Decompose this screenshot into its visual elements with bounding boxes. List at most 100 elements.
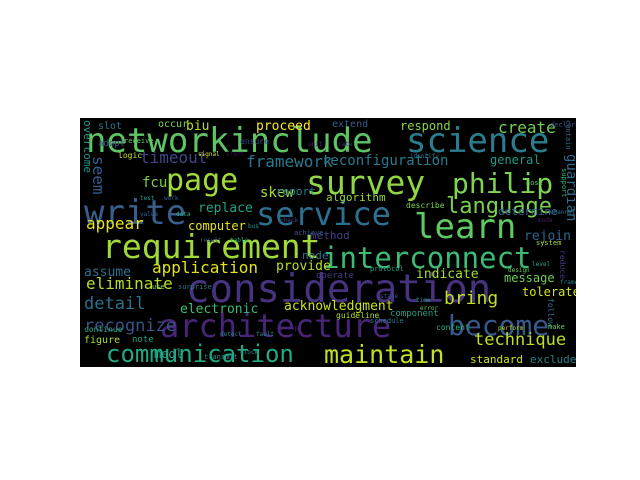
- word-detail: detail: [84, 294, 146, 314]
- word-surprise: surprise: [178, 283, 212, 291]
- word-rejoin: rejoin: [524, 229, 571, 244]
- word-host: host: [526, 179, 543, 187]
- word-operate: operate: [316, 271, 354, 281]
- word-ensure: ensure: [240, 137, 269, 146]
- word-appear: appear: [86, 214, 144, 233]
- word-schedule: schedule: [370, 317, 404, 325]
- word-science: science: [406, 121, 550, 161]
- word-contain: contain: [564, 120, 572, 150]
- word-bring: bring: [444, 288, 499, 309]
- word-adopt: adopt: [98, 139, 126, 149]
- word-general: general: [490, 153, 541, 167]
- word-timeout: timeout: [140, 148, 208, 167]
- word-message: message: [504, 271, 555, 285]
- word-work: work: [164, 195, 179, 202]
- word-time: time: [416, 297, 431, 304]
- word-learn: learn: [414, 207, 517, 247]
- word-reduce: reduce: [558, 250, 567, 279]
- word-consideration: consideration: [186, 267, 492, 312]
- word-replace: replace: [198, 201, 253, 216]
- word-application: application: [152, 258, 258, 277]
- word-signal: signal: [198, 151, 220, 158]
- word-level: level: [532, 261, 551, 268]
- word-provide: provide: [276, 259, 331, 274]
- word-medl: medl: [154, 347, 183, 361]
- word-report: report: [276, 185, 316, 198]
- word-respond: respond: [400, 119, 451, 133]
- word-determine: determine: [498, 205, 558, 218]
- word-unit: unit: [308, 141, 323, 148]
- word-use: use: [152, 283, 165, 291]
- word-system: system: [536, 239, 562, 247]
- word-seem: seem: [89, 156, 108, 195]
- word-page: page: [166, 163, 239, 198]
- word-achieve: achieve: [294, 229, 324, 237]
- word-language: language: [446, 194, 552, 219]
- word-write: write: [84, 193, 187, 233]
- word-eliminate: eliminate: [86, 274, 173, 293]
- word-create: create: [498, 118, 556, 137]
- word-proceed: proceed: [256, 119, 311, 134]
- word-mode: mode: [538, 217, 553, 224]
- word-note: note: [132, 335, 154, 345]
- word-assume: assume: [84, 265, 131, 280]
- word-cloud: networkinclude science survey page philip wri…: [80, 118, 576, 367]
- word-extend: extend: [332, 119, 369, 130]
- word-describe: describe: [406, 201, 445, 210]
- word-philip: philip: [452, 167, 554, 200]
- word-clock: clock: [240, 349, 259, 356]
- word-test: test: [140, 195, 155, 202]
- word-recognize: recognize: [84, 316, 177, 336]
- word-declare: declare: [550, 121, 576, 129]
- word-overcome: overcome: [81, 120, 94, 173]
- word-receive: receive: [124, 137, 154, 145]
- word-channel: channel: [550, 209, 576, 216]
- word-check: check: [280, 217, 299, 224]
- word-tolerate: tolerate: [522, 285, 576, 299]
- word-data: data: [176, 211, 191, 218]
- word-indicate: indicate: [416, 267, 479, 282]
- word-fcu: fcu: [142, 175, 168, 191]
- word-reconfiguration: reconfiguration: [322, 153, 449, 169]
- word-value: value: [140, 211, 159, 218]
- word-table: table: [230, 237, 249, 244]
- word-component: component: [390, 309, 439, 319]
- word-occupy: occupy: [280, 325, 302, 332]
- word-become: become: [448, 309, 550, 342]
- word-interconnect: interconnect: [322, 241, 532, 275]
- word-node: node: [302, 249, 329, 262]
- word-make: make: [548, 323, 565, 331]
- word-networkinclude: networkinclude: [86, 121, 373, 161]
- word-occur: occur: [158, 119, 189, 130]
- word-bus: bus: [248, 223, 259, 230]
- word-acknowledgment: acknowledgment: [284, 299, 394, 314]
- word-computer: computer: [188, 219, 246, 233]
- word-biu: biu: [186, 119, 210, 134]
- word-fault: fault: [256, 331, 275, 338]
- word-method: method: [310, 229, 350, 242]
- word-survey: survey: [306, 163, 426, 202]
- word-guardian: guardian: [563, 154, 576, 222]
- word-framework: framework: [246, 152, 333, 171]
- word-service: service: [256, 195, 391, 233]
- word-continue: continue: [84, 325, 123, 334]
- word-electronic: electronic: [180, 302, 259, 317]
- word-error: error: [420, 305, 439, 312]
- word-requirement: requirement: [102, 227, 321, 266]
- word-guideline: guideline: [336, 311, 380, 320]
- word-maintain: maintain: [324, 340, 445, 367]
- word-follow: follow: [546, 298, 555, 327]
- word-perform: perform: [498, 325, 524, 332]
- word-communication: communication: [106, 340, 294, 367]
- word-figure: figure: [84, 335, 121, 346]
- word-content: content: [436, 323, 470, 332]
- word-architecture: architecture: [160, 307, 392, 345]
- word-slot: slot: [98, 121, 123, 132]
- word-result: result: [200, 237, 222, 244]
- word-algorithm: algorithm: [326, 191, 386, 204]
- word-standard: standard: [470, 353, 523, 366]
- word-protocol: protocol: [370, 265, 404, 273]
- word-identify: identify: [410, 153, 439, 160]
- word-frame: frame: [560, 279, 576, 286]
- word-design: design: [508, 267, 530, 274]
